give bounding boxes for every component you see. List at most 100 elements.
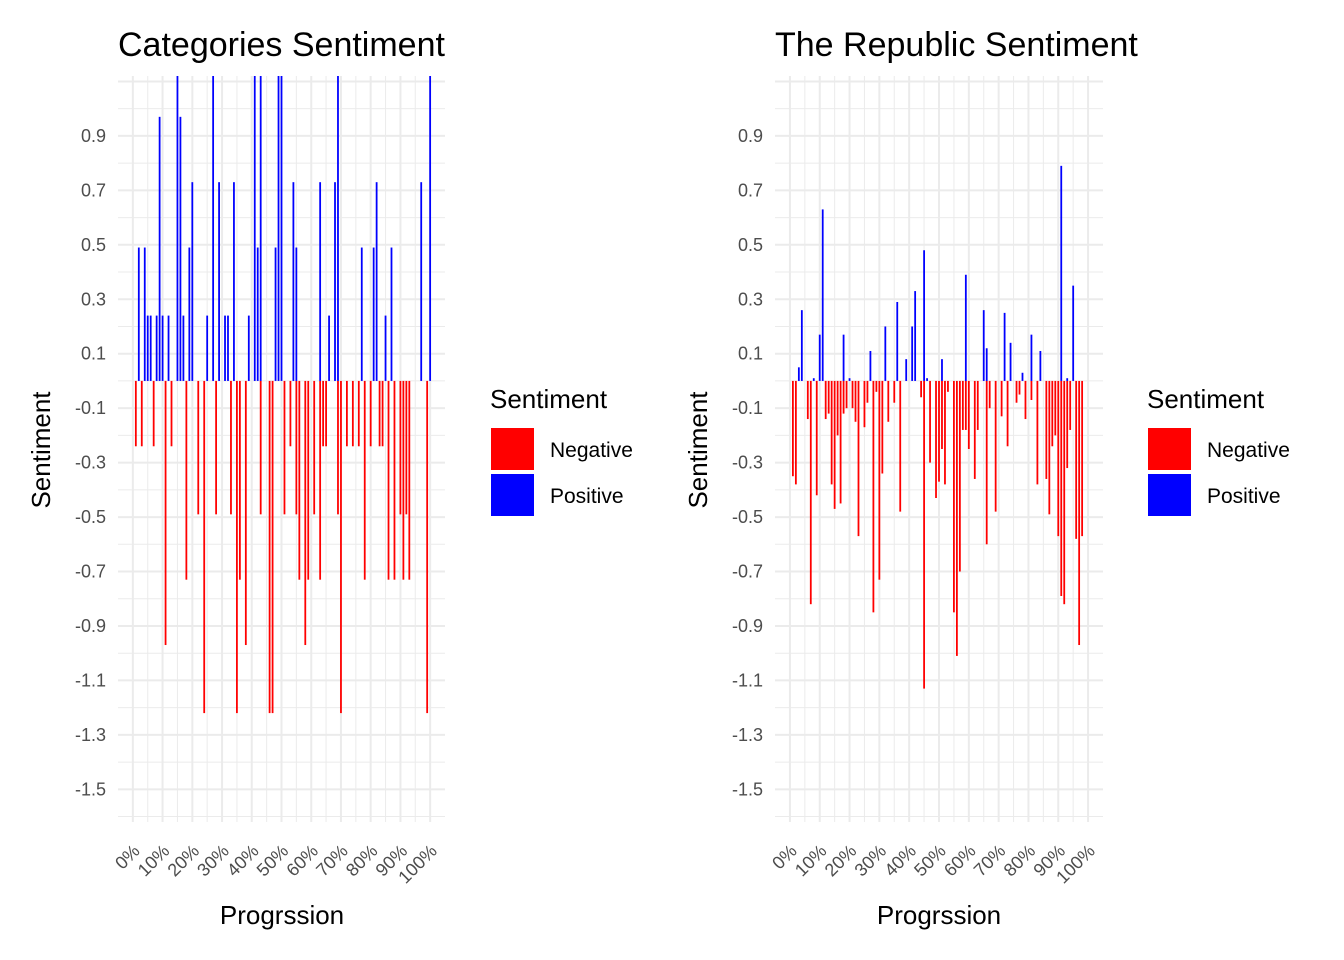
bar-positive [280,76,283,381]
bar-negative [1030,380,1033,400]
bar-negative [346,380,348,447]
chart-title: Categories Sentiment [118,26,446,64]
x-tick-label: 70% [312,841,352,881]
y-tick-label: -0.1 [75,398,106,418]
bar-positive [926,378,928,381]
bar-positive [941,359,943,381]
bar-negative [836,380,839,436]
bar-negative [851,380,854,409]
bar-negative [185,380,188,580]
bar-negative [298,380,301,580]
bar-negative [307,380,310,580]
x-tick-label: 30% [851,841,891,881]
bar-negative [259,380,262,515]
bar-negative [893,380,896,403]
bar-positive [985,348,988,381]
bar-negative [845,380,848,409]
bar-negative [387,380,390,580]
bar-negative [283,380,286,515]
legend-label-negative: Negative [550,439,633,462]
bar-negative [958,380,961,572]
bar-negative [1069,380,1072,430]
y-tick-label: 0.3 [81,289,106,309]
x-tick-label: 10% [134,841,174,881]
y-tick-label: -0.7 [75,562,106,582]
legend: Sentiment Negative Positive [1147,384,1290,516]
bar-positive [884,326,887,381]
bar-negative [1051,380,1054,447]
bar-negative [1075,380,1078,539]
bar-negative [994,380,997,512]
bar-positive [328,315,330,381]
bar-positive [429,76,432,381]
bar-positive [1060,165,1063,381]
bar-positive [319,182,322,381]
bar-negative [319,380,322,580]
bar-negative [1015,380,1018,403]
bar-negative [1036,380,1039,485]
y-tick-label: 0.7 [81,180,106,200]
y-tick-label: -0.9 [732,616,763,636]
bar-negative [881,380,884,474]
bar-negative [875,380,878,392]
y-tick-label: -0.3 [732,453,763,473]
bar-negative [363,380,366,580]
bar-negative [236,380,238,714]
x-tick-label: 70% [970,841,1010,881]
legend-key-positive [1148,474,1191,516]
x-axis-ticks: 0%10%20%30%40%50%60%70%80%90%100% [111,841,441,888]
bar-negative [899,380,902,512]
bar-negative [170,380,173,447]
bar-negative [842,380,845,414]
y-tick-label: 0.1 [738,344,763,364]
bar-positive [158,116,161,381]
bar-positive [905,359,908,381]
bar-positive [334,182,336,381]
bar-negative [215,380,217,515]
y-axis-ticks: 0.9 0.7 0.5 0.3 0.1 -0.1 -0.3 -0.5 -0.7 -0.9 -1.1 -… [75,126,106,799]
y-tick-label: 0.9 [81,126,106,146]
bar-negative [197,380,200,515]
bar-positive [167,315,170,381]
y-tick-label: -0.5 [732,507,763,527]
y-tick-label: -0.7 [732,562,763,582]
bar-positive [869,350,872,381]
bar-negative [1057,380,1060,537]
bar-negative [152,380,155,447]
bar-positive [923,250,925,381]
bar-positive [191,182,194,381]
bar-negative [1024,380,1027,420]
bar-positive [259,76,262,381]
bar-negative [1018,380,1021,395]
bar-positive [821,209,824,381]
bar-negative [806,380,809,420]
y-tick-label: 0.1 [81,344,106,364]
bar-positive [914,291,917,381]
bar-positive [247,315,250,381]
bar-positive [1021,372,1024,381]
bar-positive [218,182,220,381]
bar-positive [292,182,295,381]
y-tick-label: -1.3 [732,725,763,745]
bar-negative [988,380,991,409]
bar-positive [227,315,229,381]
y-tick-label: 0.9 [738,126,763,146]
y-tick-label: 0.3 [738,289,763,309]
bar-negative [1081,380,1084,537]
x-axis-ticks: 0%10%20%30%40%50%60%70%80%90%100% [768,841,1099,888]
x-axis-title: Progrssion [877,900,1001,930]
bar-positive [390,247,393,381]
y-axis-title: Sentiment [683,391,713,509]
bar-positive [1039,350,1042,381]
bar-positive [420,182,423,381]
y-tick-label: -0.9 [75,616,106,636]
legend-label-positive: Positive [1207,485,1281,508]
y-tick-label: -1.1 [732,670,763,690]
bar-positive [143,247,146,381]
bar-negative [920,380,923,398]
chart-panel-2: 0.9 0.7 0.5 0.3 0.1 -0.1 -0.3 -0.5 -0.7 -0.9 -1.1 -… [683,26,1290,930]
bar-positive [337,76,339,381]
y-tick-label: -0.5 [75,507,106,527]
bar-negative [238,380,241,580]
